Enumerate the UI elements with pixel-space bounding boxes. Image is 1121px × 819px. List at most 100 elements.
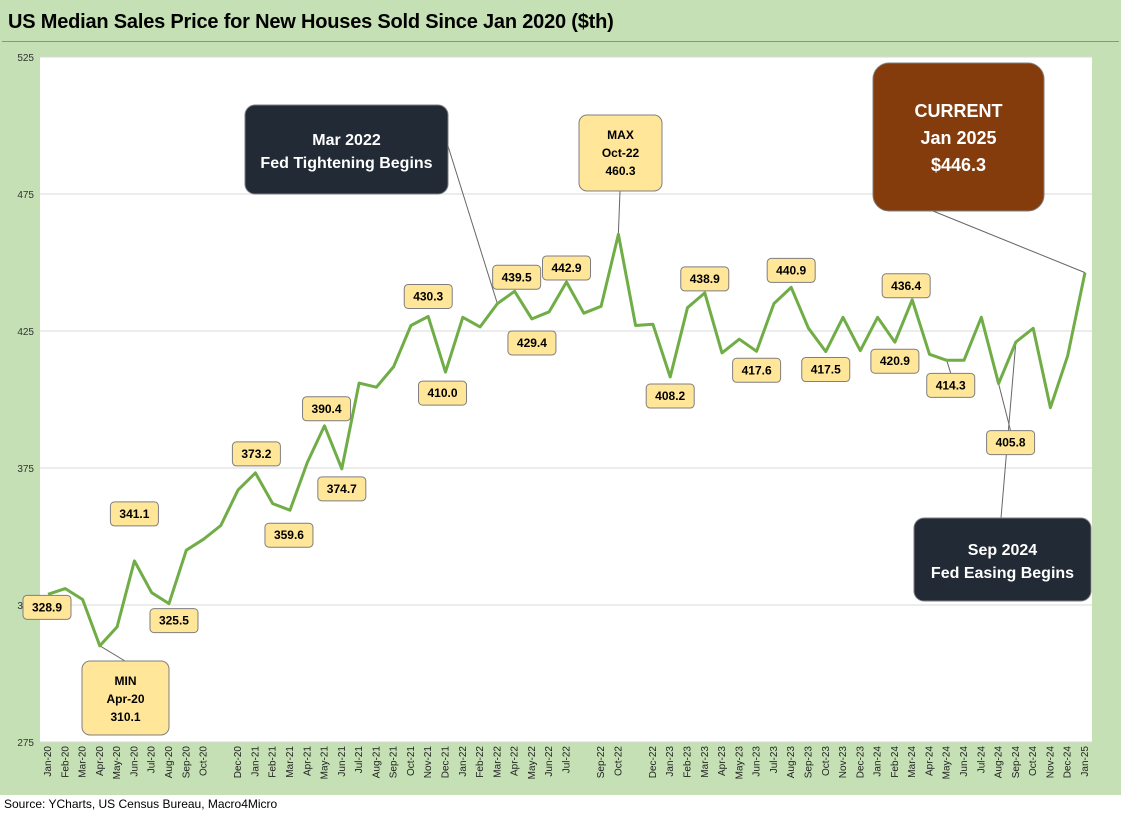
data-label-box [542, 255, 591, 281]
current-callout-line: CURRENT [915, 101, 1003, 121]
data-label-text: 341.1 [119, 507, 149, 521]
data-label-box [801, 357, 851, 383]
x-tick-label: Aug-20 [164, 746, 175, 779]
current-callout-box [872, 62, 1045, 212]
x-tick-label: Apr-22 [510, 746, 521, 776]
title-bar: US Median Sales Price for New Houses Sol… [2, 3, 1119, 42]
x-tick-label: Dec-20 [233, 746, 244, 779]
y-tick-label: 525 [17, 53, 34, 64]
min-callout: MIN Apr-20 310.1 [81, 660, 170, 736]
current-callout-leader [932, 210, 1086, 274]
data-label-box [317, 476, 367, 502]
data-label-text: 390.4 [312, 402, 342, 416]
line-chart: 275325375425475525 Jan-20Feb-20Mar-20Apr… [17, 53, 1092, 780]
current-callout: CURRENT Jan 2025 $446.3 [872, 62, 1045, 212]
x-tick-label: Apr-24 [924, 746, 935, 776]
x-tick-label: Sep-24 [1011, 746, 1022, 779]
x-tick-label: Oct-22 [613, 746, 624, 776]
data-label: 417.6 [732, 357, 782, 383]
data-label-box [302, 396, 352, 422]
price-series [47, 232, 1087, 648]
data-label-text: 440.9 [776, 263, 806, 277]
data-label-text: 429.4 [517, 336, 547, 350]
x-tick-label: May-22 [527, 746, 538, 780]
x-tick-label: Dec-23 [855, 746, 866, 779]
x-tick-label: Dec-21 [441, 746, 452, 779]
data-label-box [881, 273, 931, 299]
tightening-callout-box [244, 104, 449, 195]
x-tick-label: Jul-22 [562, 746, 573, 774]
x-tick-label: Mar-20 [78, 746, 89, 778]
y-tick-label: 425 [17, 327, 34, 338]
easing-callout-leader [1000, 341, 1017, 519]
x-tick-label: Jun-23 [752, 746, 763, 777]
data-label-text: 408.2 [655, 389, 685, 403]
y-tick-label: 375 [17, 464, 34, 475]
x-tick-label: Apr-20 [95, 746, 106, 776]
data-label-text: 374.7 [327, 482, 357, 496]
easing-callout-line: Sep 2024 [968, 542, 1037, 559]
x-tick-label: Mar-23 [700, 746, 711, 778]
x-tick-label: Jan-21 [250, 746, 261, 777]
data-label-text: 436.4 [891, 279, 921, 293]
chart-title: US Median Sales Price for New Houses Sol… [8, 11, 614, 33]
max-callout-leader [617, 190, 621, 235]
y-tick-label: 475 [17, 190, 34, 201]
data-label-text: 373.2 [241, 447, 271, 461]
data-label: 328.9 [22, 594, 72, 620]
data-label-box [264, 522, 314, 548]
data-label: 417.5 [801, 357, 851, 383]
x-tick-label: May-24 [942, 746, 953, 780]
data-label-text: 414.3 [936, 378, 966, 392]
data-label-text: 410.0 [428, 386, 458, 400]
x-tick-label: Oct-20 [199, 746, 210, 776]
data-label: 325.5 [149, 608, 199, 634]
x-tick-label: May-20 [112, 746, 123, 780]
easing-callout-line: Fed Easing Begins [931, 565, 1074, 582]
data-label-text: 430.3 [413, 289, 443, 303]
callout-leaders [99, 145, 1086, 662]
x-tick-label: Feb-21 [268, 746, 279, 778]
data-label: 414.3 [926, 372, 976, 398]
data-label: 405.8 [986, 430, 1036, 456]
x-tick-label: Nov-24 [1045, 746, 1056, 779]
max-callout-box [578, 114, 663, 192]
label-leader [946, 360, 952, 374]
x-tick-label: Oct-23 [821, 746, 832, 776]
data-label-text: 442.9 [551, 261, 581, 275]
data-label-text: 359.6 [274, 528, 304, 542]
data-label: 430.3 [403, 283, 453, 309]
data-label: 439.5 [492, 264, 542, 290]
x-tick-label: Oct-21 [406, 746, 417, 776]
data-label-text: 325.5 [159, 614, 189, 628]
data-label-box [732, 357, 782, 383]
x-tick-label: Jul-20 [147, 746, 158, 774]
x-tick-label: Feb-23 [682, 746, 693, 778]
x-tick-label: Sep-23 [803, 746, 814, 779]
x-axis: Jan-20 Feb-20 Mar-20 Apr-20 May-20 Jun-20 Jul-… [43, 746, 1091, 780]
data-label-box [492, 264, 542, 290]
x-tick-label: Feb-22 [475, 746, 486, 778]
current-callout-line: $446.3 [931, 155, 986, 175]
x-tick-label: Sep-22 [596, 746, 607, 779]
data-label: 390.4 [302, 396, 352, 422]
data-label: 408.2 [645, 383, 695, 409]
x-tick-label: Dec-22 [648, 746, 659, 779]
x-tick-label: Feb-20 [60, 746, 71, 778]
max-callout-line: MAX [607, 128, 634, 142]
max-callout-line: 460.3 [605, 164, 635, 178]
tightening-callout: Mar 2022 Fed Tightening Begins [244, 104, 449, 195]
x-tick-label: Aug-24 [994, 746, 1005, 779]
min-callout-line: Apr-20 [106, 692, 144, 706]
data-label-text: 417.5 [811, 363, 841, 377]
x-tick-label: Jan-24 [873, 746, 884, 777]
x-tick-label: Jan-20 [43, 746, 54, 777]
data-label-box [986, 430, 1036, 456]
data-label-box [403, 283, 453, 309]
x-tick-label: Aug-23 [786, 746, 797, 779]
data-label-text: 417.6 [742, 363, 772, 377]
series-line [47, 232, 1087, 648]
x-tick-label: Nov-21 [423, 746, 434, 779]
data-label-text: 405.8 [996, 436, 1026, 450]
data-label-box [926, 372, 976, 398]
